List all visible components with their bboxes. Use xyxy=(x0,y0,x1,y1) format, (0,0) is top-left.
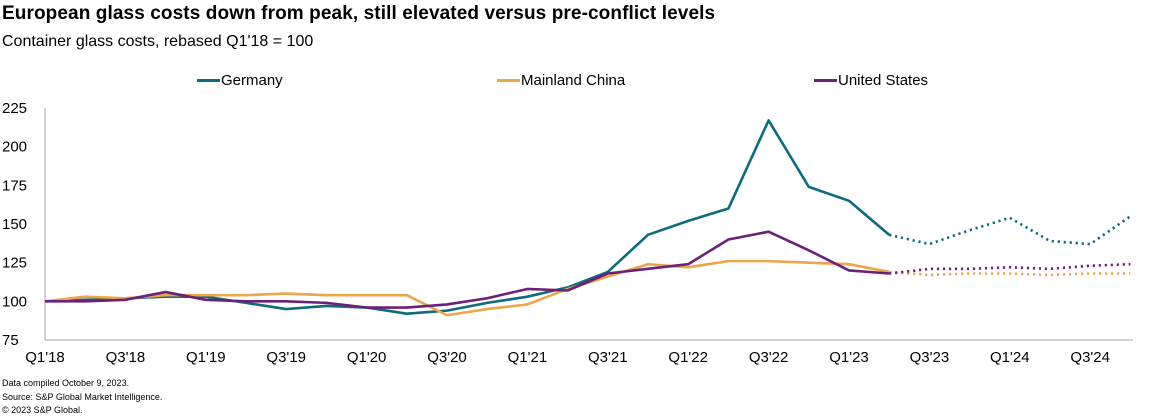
x-tick-label: Q1'20 xyxy=(347,349,387,366)
footnote-data-compiled: Data compiled October 9, 2023. xyxy=(2,378,130,388)
legend-swatch-mainland-china xyxy=(497,79,520,82)
chart-title: European glass costs down from peak, sti… xyxy=(2,3,716,24)
legend-label-mainland-china: Mainland China xyxy=(521,72,626,89)
x-tick-label: Q3'18 xyxy=(106,349,146,366)
chart-subtitle: Container glass costs, rebased Q1'18 = 1… xyxy=(2,33,314,50)
x-tick-label: Q1'21 xyxy=(508,349,548,366)
x-tick-label: Q3'23 xyxy=(910,349,950,366)
legend-label-germany: Germany xyxy=(221,72,283,89)
footnote-source: Source: S&P Global Market Intelligence. xyxy=(2,392,163,402)
x-tick-label: Q3'21 xyxy=(588,349,628,366)
x-tick-label: Q1'23 xyxy=(829,349,869,366)
y-tick-label: 75 xyxy=(2,332,19,349)
y-tick-label: 150 xyxy=(2,216,27,233)
y-tick-label: 225 xyxy=(2,100,27,117)
x-tick-label: Q1'19 xyxy=(186,349,226,366)
legend-item-germany: Germany xyxy=(197,72,283,89)
series-line-germany xyxy=(44,119,891,316)
legend-item-united-states: United States xyxy=(814,72,928,89)
series-line-united-states xyxy=(45,230,890,309)
x-tick-label: Q1'18 xyxy=(25,349,65,366)
series-forecast-line-united-states xyxy=(889,262,1131,275)
y-tick-label: 100 xyxy=(2,293,27,310)
series-forecast-line-germany xyxy=(888,215,1132,246)
x-axis-ticks: Q1'18 Q3'18 Q1'19 Q3'19 Q1'20 Q3'20 Q1'21 Q3'21… xyxy=(25,349,1110,366)
y-tick-label: 125 xyxy=(2,255,27,272)
y-tick-label: 200 xyxy=(2,139,27,156)
series-layer xyxy=(44,119,1132,317)
y-tick-label: 175 xyxy=(2,177,27,194)
footnote-copyright: © 2023 S&P Global. xyxy=(2,405,83,415)
legend-item-mainland-china: Mainland China xyxy=(497,72,625,89)
x-tick-label: Q3'22 xyxy=(749,349,789,366)
x-tick-label: Q3'19 xyxy=(266,349,306,366)
legend-swatch-germany xyxy=(197,79,220,82)
x-tick-label: Q3'20 xyxy=(427,349,467,366)
legend-label-united-states: United States xyxy=(838,72,929,89)
legend-swatch-united-states xyxy=(814,79,837,82)
x-tick-label: Q1'22 xyxy=(668,349,708,366)
x-tick-label: Q1'24 xyxy=(990,349,1030,366)
y-axis-ticks: 75 100 125 150 175 200 225 xyxy=(2,100,27,349)
x-tick-label: Q3'24 xyxy=(1070,349,1110,366)
